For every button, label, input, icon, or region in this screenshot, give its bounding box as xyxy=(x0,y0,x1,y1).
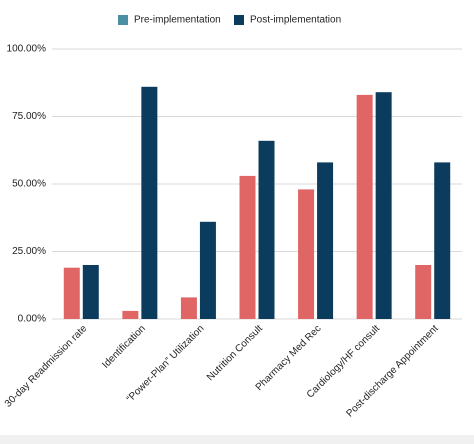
bar xyxy=(356,94,373,320)
bar xyxy=(199,221,216,319)
x-tick-label: Identification xyxy=(100,323,147,370)
bar xyxy=(122,310,139,319)
x-tick-label: Pharmacy Med Rec xyxy=(254,323,324,393)
bar xyxy=(298,189,315,319)
y-tick-label: 75.00% xyxy=(12,111,46,122)
bar xyxy=(375,92,392,319)
y-tick-label: 0.00% xyxy=(18,314,46,325)
y-tick-label: 50.00% xyxy=(12,179,46,190)
bar xyxy=(317,162,334,319)
y-tick-label: 25.00% xyxy=(12,246,46,257)
bar xyxy=(180,297,197,319)
bar xyxy=(434,162,451,319)
legend-label: Post-implementation xyxy=(250,15,341,26)
x-tick-label: 30-day Readmission rate xyxy=(3,323,90,410)
footer-strip xyxy=(0,435,474,444)
bar xyxy=(258,140,275,319)
legend-swatch xyxy=(234,15,244,25)
bar xyxy=(82,265,99,319)
legend-swatch xyxy=(118,15,128,25)
bar xyxy=(415,265,432,319)
bar xyxy=(239,175,256,319)
bar xyxy=(141,86,158,319)
x-tick-label: Nutrition Consult xyxy=(205,323,265,383)
bar xyxy=(63,267,80,319)
y-tick-label: 100.00% xyxy=(7,44,47,55)
legend-label: Pre-implementation xyxy=(134,15,221,26)
